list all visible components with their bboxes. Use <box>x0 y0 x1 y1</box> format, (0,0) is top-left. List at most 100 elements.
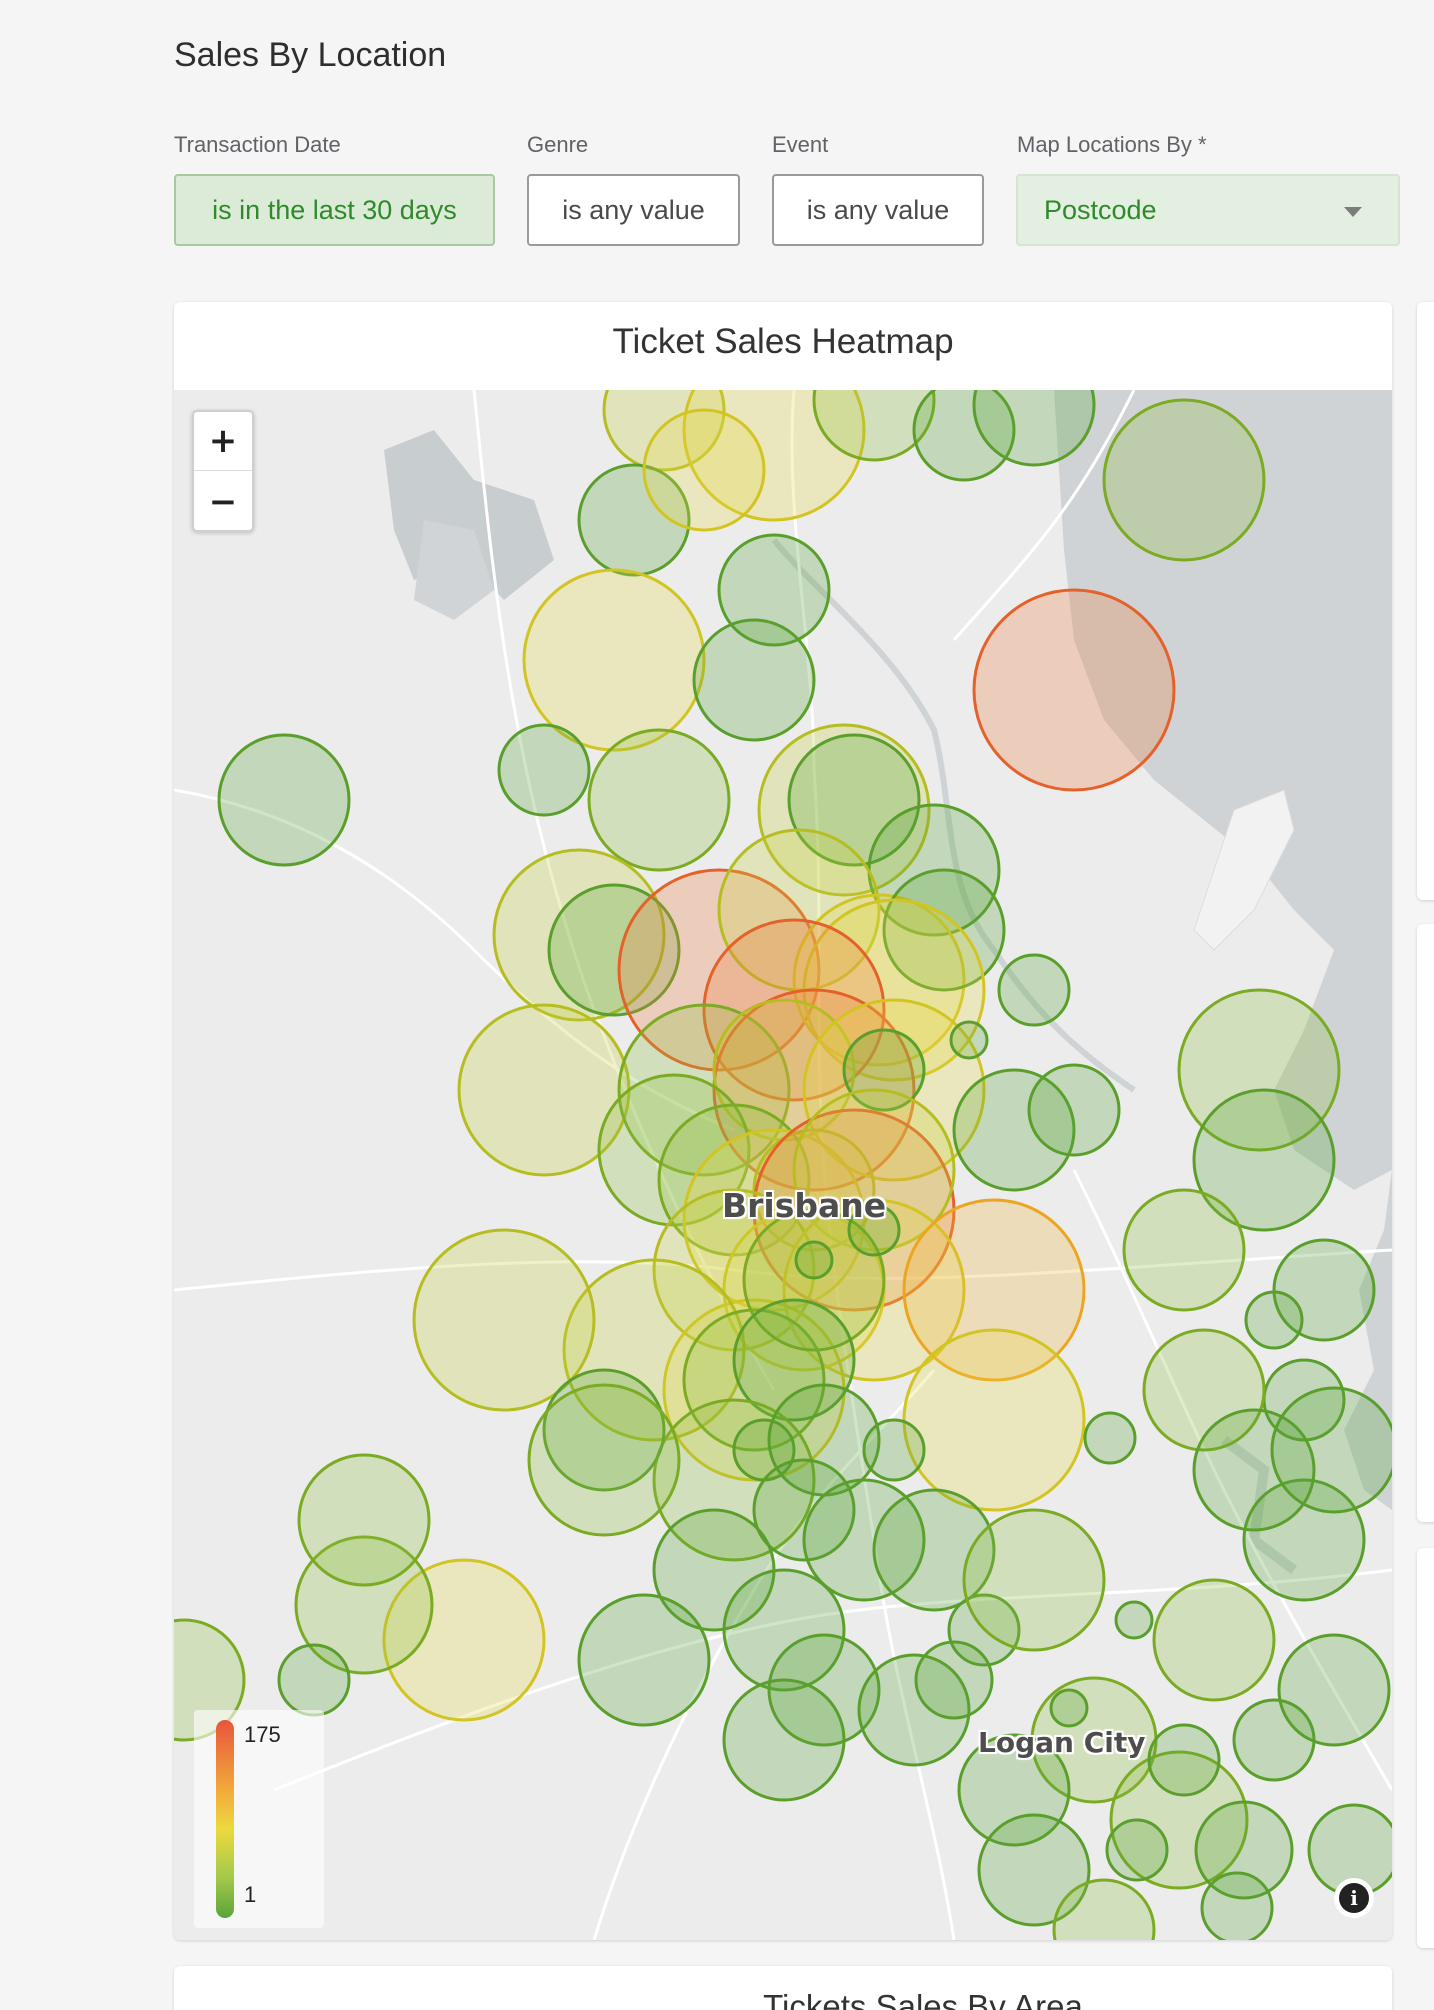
side-card-2 <box>1417 924 1434 1522</box>
bay-water-south <box>1344 1170 1392 1510</box>
postcode-heat-circle[interactable] <box>1147 1723 1221 1797</box>
postcode-heat-circle[interactable] <box>1102 398 1266 562</box>
postcode-heat-circle[interactable] <box>882 868 1006 992</box>
postcode-heat-circle[interactable] <box>1083 1411 1137 1465</box>
postcode-heat-circle[interactable] <box>757 723 931 897</box>
side-card-3 <box>1417 1548 1434 1948</box>
postcode-heat-circle[interactable] <box>1049 1688 1089 1728</box>
postcode-heat-circle[interactable] <box>912 390 1016 482</box>
postcode-heat-circle[interactable] <box>949 1020 989 1060</box>
postcode-heat-circle[interactable] <box>1142 1328 1266 1452</box>
postcode-heat-circle[interactable] <box>577 463 691 577</box>
postcode-heat-circle[interactable] <box>732 1298 856 1422</box>
postcode-heat-circle[interactable] <box>997 953 1071 1027</box>
postcode-heat-circle[interactable] <box>722 1568 846 1692</box>
road <box>174 788 735 1132</box>
city-label-logan: Logan City <box>978 1726 1146 1759</box>
postcode-heat-circle[interactable] <box>492 848 666 1022</box>
postcode-heat-circle[interactable] <box>412 1228 596 1412</box>
heatmap-card: Ticket Sales Heatmap <box>174 302 1392 1940</box>
postcode-heat-circle[interactable] <box>1122 1188 1246 1312</box>
postcode-heat-circle[interactable] <box>217 733 351 867</box>
postcode-heat-circle[interactable] <box>692 618 816 742</box>
postcode-heat-circle[interactable] <box>1105 1818 1169 1882</box>
postcode-heat-circle[interactable] <box>1152 1578 1276 1702</box>
postcode-heat-circle[interactable] <box>857 1653 971 1767</box>
postcode-heat-circle[interactable] <box>1109 1750 1249 1890</box>
city-label-brisbane: Brisbane <box>722 1186 887 1225</box>
postcode-heat-circle[interactable] <box>794 1240 834 1280</box>
postcode-heat-circle[interactable] <box>782 1198 966 1382</box>
postcode-heat-circle[interactable] <box>652 1398 816 1562</box>
postcode-heat-circle[interactable] <box>542 1368 666 1492</box>
river-2 <box>1221 1436 1297 1574</box>
postcode-heat-circle[interactable] <box>802 1478 926 1602</box>
postcode-heat-circle[interactable] <box>902 1328 1086 1512</box>
info-button[interactable]: i <box>1334 1878 1374 1918</box>
postcode-heat-circle[interactable] <box>1194 1800 1294 1900</box>
postcode-heat-circle[interactable] <box>767 1633 881 1747</box>
postcode-heat-circle[interactable] <box>717 533 831 647</box>
postcode-heat-circle[interactable] <box>1192 1088 1336 1232</box>
zoom-in-button[interactable]: + <box>194 412 252 471</box>
postcode-heat-circle[interactable] <box>742 1208 886 1352</box>
map-canvas <box>174 390 1392 1940</box>
postcode-heat-circle[interactable] <box>914 1640 994 1720</box>
postcode-heat-circle[interactable] <box>1192 1408 1316 1532</box>
postcode-heat-circle[interactable] <box>1177 988 1341 1152</box>
postcode-heat-circle[interactable] <box>1242 1478 1366 1602</box>
side-card-1 <box>1417 302 1434 900</box>
zoom-out-button[interactable]: − <box>208 481 238 522</box>
road <box>592 1369 936 1940</box>
transaction-date-filter[interactable]: is in the last 30 days <box>174 174 495 246</box>
postcode-heat-circle[interactable] <box>722 1678 846 1802</box>
postcode-heat-circle[interactable] <box>847 1203 901 1257</box>
postcode-heat-circle[interactable] <box>174 1618 246 1742</box>
postcode-heat-circle[interactable] <box>702 918 886 1102</box>
postcode-heat-circle[interactable] <box>1114 1600 1154 1640</box>
postcode-heat-circle[interactable] <box>547 883 681 1017</box>
postcode-heat-circle[interactable] <box>617 868 821 1072</box>
postcode-heat-circle[interactable] <box>587 728 731 872</box>
legend-min-label: 1 <box>244 1882 257 1907</box>
postcode-heat-circle[interactable] <box>812 390 936 462</box>
postcode-heat-circle[interactable] <box>902 1198 1086 1382</box>
postcode-heat-circle[interactable] <box>562 1258 746 1442</box>
postcode-heat-circle[interactable] <box>522 568 706 752</box>
postcode-heat-circle[interactable] <box>1244 1290 1304 1350</box>
genre-value: is any value <box>562 194 705 225</box>
postcode-heat-circle[interactable] <box>1200 1871 1274 1940</box>
postcode-heat-circle[interactable] <box>962 1508 1106 1652</box>
postcode-heat-circle[interactable] <box>752 1458 856 1562</box>
road <box>174 1248 1392 1292</box>
postcode-heat-circle[interactable] <box>297 1453 431 1587</box>
postcode-heat-circle[interactable] <box>972 588 1176 792</box>
heat-circles <box>174 390 1392 1940</box>
map-locations-by-select[interactable]: Postcode <box>1016 174 1400 246</box>
genre-filter[interactable]: is any value <box>527 174 740 246</box>
postcode-heat-circle[interactable] <box>527 1383 681 1537</box>
postcode-heat-circle[interactable] <box>977 1813 1091 1927</box>
postcode-heat-circle[interactable] <box>277 1643 351 1717</box>
color-legend: 175 1 <box>194 1710 324 1928</box>
postcode-heat-circle[interactable] <box>1277 1633 1391 1747</box>
postcode-heat-circle[interactable] <box>294 1535 434 1675</box>
postcode-heat-circle[interactable] <box>952 1068 1076 1192</box>
postcode-heat-circle[interactable] <box>497 723 591 817</box>
postcode-heat-circle[interactable] <box>642 408 766 532</box>
postcode-heat-circle[interactable] <box>577 1593 711 1727</box>
postcode-heat-circle[interactable] <box>957 1733 1071 1847</box>
heatmap-map[interactable]: + − Brisbane Logan City 175 1 i <box>174 390 1392 1940</box>
postcode-heat-circle[interactable] <box>1052 1878 1156 1940</box>
port-pier <box>1193 789 1295 951</box>
postcode-heat-circle[interactable] <box>1270 1386 1392 1514</box>
postcode-heat-circle[interactable] <box>972 390 1096 467</box>
event-filter[interactable]: is any value <box>772 174 984 246</box>
info-icon: i <box>1339 1883 1369 1913</box>
postcode-heat-circle[interactable] <box>1272 1238 1376 1342</box>
postcode-heat-circle[interactable] <box>712 988 916 1192</box>
postcode-heat-circle[interactable] <box>802 998 986 1182</box>
postcode-heat-circle[interactable] <box>382 1558 546 1722</box>
postcode-heat-circle[interactable] <box>862 1418 926 1482</box>
postcode-heat-circle[interactable] <box>1027 1063 1121 1157</box>
